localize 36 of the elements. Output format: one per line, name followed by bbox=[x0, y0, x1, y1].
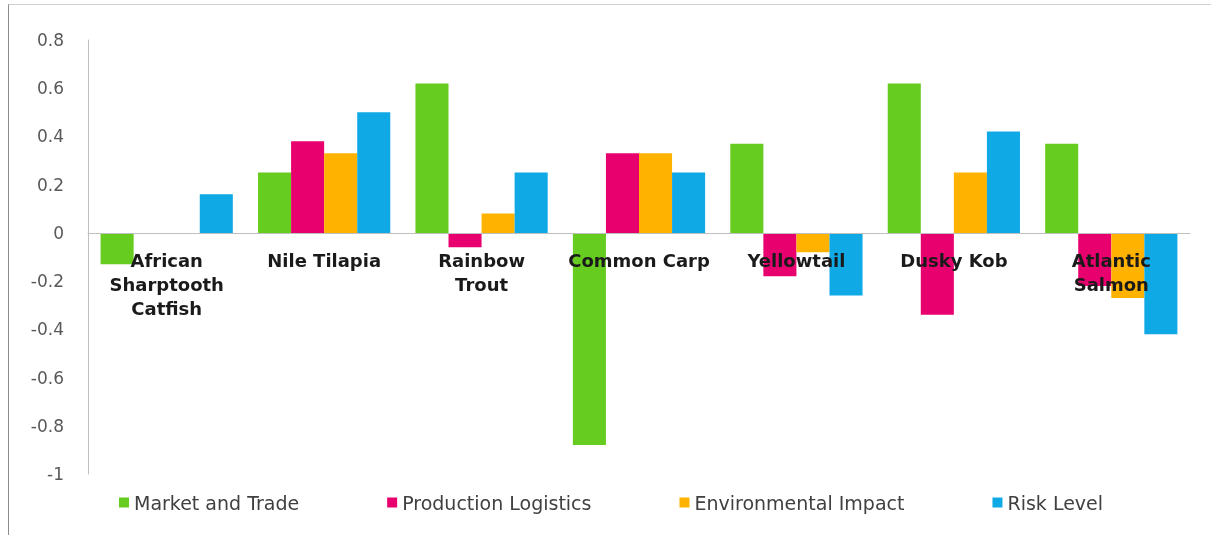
x-tick-label: Atlantic Salmon bbox=[1071, 250, 1151, 296]
bar bbox=[199, 194, 233, 233]
bar bbox=[672, 172, 706, 233]
y-tick-label: 0.2 bbox=[36, 174, 64, 195]
y-tick-label: -0.4 bbox=[30, 319, 64, 340]
bar bbox=[291, 141, 325, 233]
bar bbox=[953, 172, 987, 233]
x-tick-label: African Sharptooth Catfish bbox=[109, 250, 224, 320]
bar bbox=[605, 153, 639, 233]
legend-label: Production Logistics bbox=[402, 491, 592, 514]
bar bbox=[357, 112, 391, 233]
bar bbox=[1045, 143, 1079, 233]
y-tick-label: -0.6 bbox=[30, 367, 64, 388]
bar bbox=[730, 143, 764, 233]
y-tick-label: -0.8 bbox=[30, 415, 64, 436]
legend-label: Risk Level bbox=[1007, 491, 1104, 514]
bar bbox=[324, 153, 358, 233]
y-tick-label: 0.6 bbox=[36, 78, 64, 99]
y-tick-label: 0.8 bbox=[36, 30, 64, 50]
y-tick-label: 0 bbox=[53, 222, 64, 243]
bar bbox=[639, 153, 673, 233]
bar bbox=[258, 172, 292, 233]
bar bbox=[481, 213, 515, 233]
bar bbox=[415, 83, 449, 233]
y-tick-label: -0.2 bbox=[30, 271, 64, 292]
y-tick-label: 0.4 bbox=[36, 126, 64, 147]
bar bbox=[514, 172, 548, 233]
legend-label: Environmental Impact bbox=[694, 491, 905, 514]
bar bbox=[887, 83, 921, 233]
bar bbox=[796, 232, 830, 253]
x-tick-label: Rainbow Trout bbox=[438, 250, 526, 296]
legend-label: Market and Trade bbox=[134, 491, 300, 514]
y-tick-label: -1 bbox=[47, 464, 64, 484]
bar bbox=[448, 232, 482, 248]
bar bbox=[986, 131, 1020, 233]
x-tick-label: Nile Tilapia bbox=[267, 250, 382, 272]
